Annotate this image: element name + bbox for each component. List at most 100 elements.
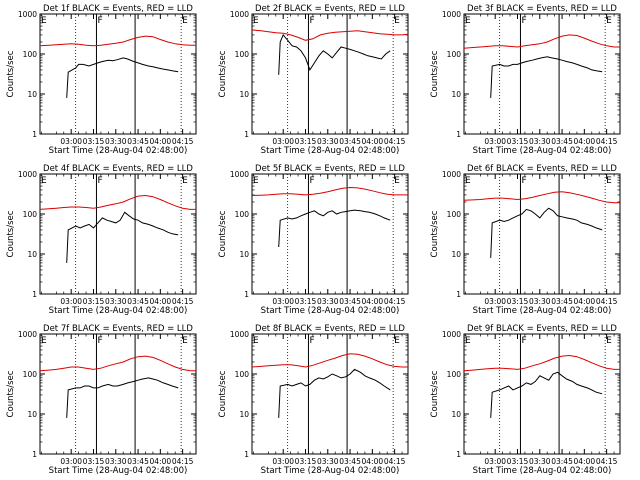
x-axis-label: Start Time (28-Aug-04 02:48:00) [473, 306, 612, 316]
x-tick-label: 04:15 [172, 297, 194, 306]
y-tick-label: 100 [235, 370, 250, 379]
plot-frame [251, 333, 409, 455]
x-axis-label: Start Time (28-Aug-04 02:48:00) [473, 466, 612, 476]
x-tick-label: 03:15 [295, 457, 317, 466]
x-tick-label: 03:15 [507, 137, 529, 146]
x-tick-label: 04:00 [574, 457, 596, 466]
flag-letter: E [394, 16, 400, 26]
x-tick-label: 03:00 [60, 457, 82, 466]
y-tick-label: 1000 [442, 10, 461, 19]
x-tick-label: 03:30 [105, 457, 127, 466]
x-tick-label: 03:30 [317, 137, 339, 146]
x-tick-label: 03:45 [339, 297, 361, 306]
panel-4: Det 4f BLACK = Events, RED = LLD E F E 1 10 10… [6, 164, 197, 316]
flag-letter: F [521, 16, 526, 26]
x-tick-label: 03:30 [105, 297, 127, 306]
x-tick-label: 04:00 [150, 137, 172, 146]
flag-letter: E [182, 176, 188, 186]
x-tick-label: 03:30 [529, 137, 551, 146]
x-axis-label: Start Time (28-Aug-04 02:48:00) [261, 466, 400, 476]
x-tick-label: 03:15 [83, 457, 105, 466]
flag-letter: E [253, 16, 259, 26]
y-tick-label: 10 [451, 90, 461, 99]
y-tick-label: 10 [27, 250, 37, 259]
series-line-events [490, 56, 603, 98]
series-line-events [66, 57, 179, 98]
x-axis-label: Start Time (28-Aug-04 02:48:00) [473, 146, 612, 156]
y-tick-label: 100 [447, 210, 462, 219]
flag-letter: F [309, 176, 314, 186]
series-line-lld [39, 355, 196, 372]
series-line-events [278, 209, 391, 248]
x-tick-label: 03:45 [551, 297, 573, 306]
x-tick-label: 03:30 [529, 297, 551, 306]
x-tick-label: 03:15 [295, 297, 317, 306]
x-tick-label: 03:00 [484, 457, 506, 466]
x-axis-label: Start Time (28-Aug-04 02:48:00) [49, 466, 188, 476]
x-tick-label: 03:00 [60, 297, 82, 306]
flag-letter: E [41, 336, 47, 346]
y-tick-label: 1 [244, 290, 249, 299]
y-tick-label: 100 [235, 50, 250, 59]
x-tick-label: 04:15 [596, 137, 618, 146]
x-tick-label: 03:15 [295, 137, 317, 146]
y-tick-label: 1 [244, 130, 249, 139]
series-line-lld [39, 194, 196, 210]
x-tick-label: 04:00 [362, 137, 384, 146]
x-tick-label: 04:15 [384, 137, 406, 146]
series-line-events [66, 377, 179, 418]
x-tick-label: 03:00 [484, 137, 506, 146]
plot-frame [39, 13, 197, 135]
y-tick-label: 1000 [442, 330, 461, 339]
x-tick-label: 04:15 [384, 297, 406, 306]
y-tick-label: 10 [239, 250, 249, 259]
panel-7: Det 7f BLACK = Events, RED = LLD E F E 1 10 10… [6, 324, 197, 476]
x-axis-label: Start Time (28-Aug-04 02:48:00) [49, 146, 188, 156]
flag-letter: E [253, 176, 259, 186]
y-axis-label: Counts/sec [218, 50, 228, 97]
panel-title: Det 2f BLACK = Events, RED = LLD [255, 4, 405, 14]
flag-letter: F [97, 176, 102, 186]
x-tick-label: 03:30 [317, 297, 339, 306]
flag-letter: E [41, 16, 47, 26]
y-tick-label: 1000 [18, 170, 37, 179]
y-axis-label: Counts/sec [218, 210, 228, 257]
y-tick-label: 1 [456, 450, 461, 459]
panel-6: Det 6f BLACK = Events, RED = LLD E F E 1 10 10… [430, 164, 621, 316]
y-tick-label: 1000 [230, 330, 249, 339]
x-tick-label: 03:15 [83, 137, 105, 146]
y-tick-label: 1000 [18, 10, 37, 19]
panel-1: Det 1f BLACK = Events, RED = LLD E F E 1 10 10… [6, 4, 197, 156]
x-axis-label: Start Time (28-Aug-04 02:48:00) [261, 306, 400, 316]
flag-letter: F [97, 336, 102, 346]
y-tick-label: 1000 [18, 330, 37, 339]
flag-letter: F [309, 16, 314, 26]
plot-frame [463, 13, 621, 135]
panel-8: Det 8f BLACK = Events, RED = LLD E F E 1 10 10… [218, 324, 409, 476]
flag-letter: E [394, 336, 400, 346]
series-line-lld [251, 353, 408, 368]
panel-title: Det 3f BLACK = Events, RED = LLD [467, 4, 617, 14]
series-line-events [278, 33, 391, 75]
series-line-lld [251, 29, 409, 41]
y-tick-label: 10 [27, 410, 37, 419]
series-line-lld [39, 35, 196, 47]
panel-title: Det 7f BLACK = Events, RED = LLD [43, 324, 193, 334]
flag-letter: E [606, 176, 612, 186]
flag-letter: E [41, 176, 47, 186]
x-tick-label: 04:00 [362, 457, 384, 466]
panel-title: Det 9f BLACK = Events, RED = LLD [467, 324, 617, 334]
panel-title: Det 6f BLACK = Events, RED = LLD [467, 164, 617, 174]
x-tick-label: 04:15 [172, 137, 194, 146]
y-tick-label: 10 [239, 410, 249, 419]
series-line-lld [463, 191, 620, 204]
y-tick-label: 100 [447, 370, 462, 379]
flag-letter: E [606, 336, 612, 346]
x-tick-label: 03:00 [272, 297, 294, 306]
x-tick-label: 04:00 [574, 137, 596, 146]
series-line-lld [463, 354, 620, 372]
x-tick-label: 03:45 [551, 137, 573, 146]
y-tick-label: 100 [23, 50, 38, 59]
y-tick-label: 1 [32, 130, 37, 139]
